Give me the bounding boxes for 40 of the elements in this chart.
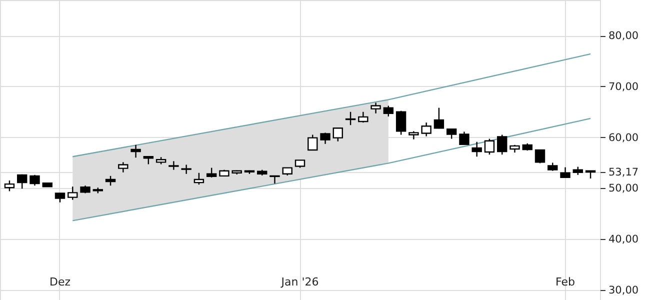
candlestick xyxy=(30,174,40,186)
y-tick-label: 50,00 xyxy=(608,182,639,195)
candlestick xyxy=(105,175,116,186)
y-tick-label: 60,00 xyxy=(608,132,639,144)
y-tick-label: 80,00 xyxy=(608,30,639,42)
candlestick xyxy=(446,128,457,140)
candlestick xyxy=(421,122,432,137)
x-tick-label: Feb xyxy=(556,276,576,288)
candlestick xyxy=(206,167,217,178)
candlestick xyxy=(68,186,78,200)
candlestick xyxy=(4,180,15,192)
candlestick xyxy=(54,192,66,203)
candlestick xyxy=(308,134,318,151)
candlestick xyxy=(181,164,192,174)
candlestick xyxy=(332,128,343,142)
y-tick-label: 53,17 xyxy=(608,166,639,179)
candlestick xyxy=(370,102,381,114)
candlestick xyxy=(17,174,28,190)
candlestick xyxy=(345,111,356,126)
y-tick-label: 30,00 xyxy=(608,284,639,296)
candlestick xyxy=(484,138,495,156)
candlestick xyxy=(358,111,368,124)
candlestick xyxy=(118,162,128,173)
candlestick xyxy=(472,141,482,158)
y-tick-label: 40,00 xyxy=(608,233,639,246)
candlestick xyxy=(270,175,280,184)
candlestick xyxy=(497,134,508,156)
candlestick xyxy=(194,172,204,186)
candlestick xyxy=(168,160,179,170)
candlestick xyxy=(434,107,444,130)
candlestick xyxy=(396,110,406,136)
candlestick xyxy=(320,132,330,144)
candlestick xyxy=(534,149,546,164)
x-tick-label: Dez xyxy=(49,276,71,288)
y-tick-label: 70,00 xyxy=(608,80,639,93)
x-tick-label: Jan '26 xyxy=(280,276,319,288)
candlestick xyxy=(459,131,470,146)
candlestick xyxy=(130,144,141,158)
candlestick xyxy=(560,166,570,178)
candlestick xyxy=(383,105,394,118)
